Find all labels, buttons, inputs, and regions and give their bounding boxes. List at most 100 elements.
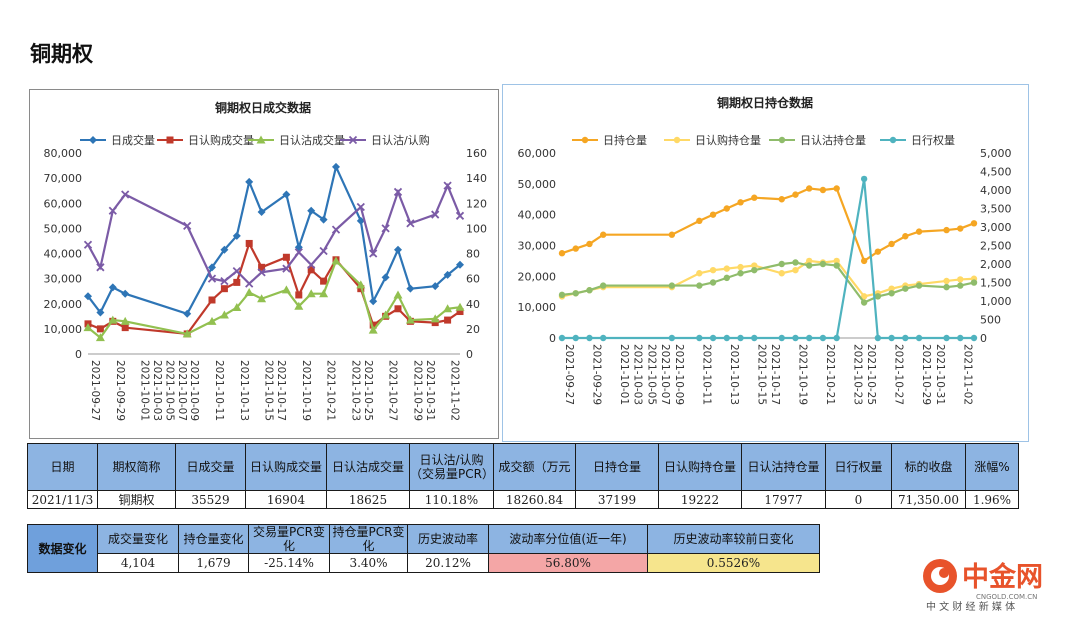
data-point (957, 334, 964, 342)
y-tick-label: 80,000 (44, 147, 83, 160)
y-tick-label: 50,000 (44, 222, 83, 235)
x-tick-label: 2021-10-25 (865, 344, 877, 405)
data-point (96, 308, 105, 317)
data-point (957, 276, 964, 283)
data-point (806, 334, 813, 342)
data-point (572, 334, 579, 342)
header-hist-vol-change: 历史波动率较前日变化 (647, 524, 820, 554)
header-exercise: 日行权量 (825, 443, 892, 491)
x-tick-label: 2021-10-31 (424, 360, 436, 421)
header-oi-change: 持仓量变化 (178, 524, 249, 554)
data-change-table: 数据变化 成交量变化 持仓量变化 交易量PCR变化 持仓量PCR变化 历史波动率… (27, 524, 820, 573)
data-point (295, 291, 303, 299)
data-point (244, 287, 254, 296)
data-point (83, 323, 93, 332)
data-point (405, 315, 415, 324)
data-point (208, 296, 216, 304)
y2-tick-label: 3,000 (980, 221, 1012, 234)
cell-volume-pcr: 110.18% (409, 490, 494, 509)
data-point (696, 270, 703, 277)
page-title: 铜期权 (30, 42, 93, 66)
data-point (443, 181, 452, 190)
x-tick-label: 2021-10-25 (362, 360, 374, 421)
series-line (87, 163, 461, 316)
cell-oi-pcr-change: 3.40% (329, 553, 408, 573)
data-point (874, 334, 882, 342)
data-point (282, 253, 290, 261)
header-put-volume: 日认沽成交量 (326, 443, 410, 491)
data-point (381, 273, 390, 282)
data-point (307, 206, 316, 215)
y2-tick-label: 60 (466, 273, 480, 286)
header-volume-pcr-change: 交易量PCR变化 (248, 524, 330, 554)
cell-volume-pcr-change: -25.14% (248, 553, 330, 573)
data-point (319, 215, 328, 224)
data-point (792, 191, 799, 198)
y2-tick-label: 20 (466, 323, 480, 336)
data-point (307, 266, 315, 274)
data-point (586, 334, 593, 342)
data-point (431, 319, 439, 327)
x-tick-label: 2021-10-03 (151, 360, 163, 421)
cngold-logo: 中金网 CNGOLD.COM.CN 中 文 财 经 新 媒 体 (920, 552, 1060, 616)
data-point (751, 262, 758, 269)
data-point (456, 260, 464, 269)
data-point (751, 266, 758, 274)
x-tick-label: 2021-10-03 (632, 344, 644, 405)
data-point (319, 289, 329, 298)
legend-label: 日行权量 (911, 134, 955, 147)
y2-tick-label: 3,500 (980, 203, 1012, 216)
header-open-interest: 日持仓量 (575, 443, 659, 491)
data-point (381, 310, 391, 319)
cell-turnover: 18260.84 (493, 490, 576, 509)
y-tick-label: 0 (75, 348, 82, 361)
cell-underlying-close: 71,350.00 (891, 490, 966, 509)
data-point (833, 257, 840, 265)
x-tick-label: 2021-09-29 (114, 360, 126, 421)
data-point (915, 334, 923, 342)
header-date: 日期 (27, 443, 98, 491)
table-header-row: 日期 期权简称 日成交量 日认购成交量 日认沽成交量 日认沽/认购（交易量PCR… (27, 443, 1019, 491)
logo-slogan: 中 文 财 经 新 媒 体 (926, 600, 1015, 613)
cell-change-pct: 1.96% (965, 490, 1019, 509)
x-tick-label: 2021-10-29 (920, 344, 932, 405)
logo-site: CNGOLD.COM.CN (976, 593, 1037, 601)
data-point (915, 282, 923, 289)
data-point (233, 278, 241, 286)
legend-label: 日认沽成交量 (279, 133, 345, 147)
data-change-label: 数据变化 (27, 524, 98, 573)
data-point (381, 224, 390, 233)
header-vol-percentile: 波动率分位值(近一年) (488, 524, 648, 554)
data-point (369, 297, 378, 306)
header-volume-change: 成交量变化 (97, 524, 179, 554)
data-point (860, 293, 868, 300)
header-volume-pcr: 日认沽/认购（交易量PCR） (409, 443, 494, 491)
legend-label: 日认沽持仓量 (800, 133, 866, 147)
data-point (183, 309, 192, 318)
data-point (888, 240, 895, 248)
legend-label: 日认购成交量 (188, 133, 254, 147)
header-call-oi: 日认购持仓量 (658, 443, 742, 491)
x-tick-label: 2021-10-19 (796, 344, 808, 405)
data-point (369, 321, 377, 329)
data-point (282, 190, 291, 199)
data-point (806, 185, 813, 192)
data-point (245, 239, 253, 247)
data-point (319, 246, 328, 256)
data-point (709, 279, 717, 286)
y-tick-label: 10,000 (44, 323, 83, 336)
x-tick-label: 2021-10-09 (673, 344, 685, 405)
data-point (245, 279, 254, 288)
data-point (431, 282, 440, 291)
cell-date: 2021/11/3 (27, 490, 98, 509)
data-point (406, 284, 415, 293)
series-line (561, 187, 975, 263)
data-point (902, 285, 909, 292)
x-tick-label: 2021-10-01 (618, 344, 630, 405)
y-tick-label: 0 (549, 332, 556, 345)
x-tick-label: 2021-10-21 (824, 344, 836, 405)
data-point (819, 334, 827, 342)
data-point (833, 262, 840, 269)
data-point (792, 259, 799, 266)
